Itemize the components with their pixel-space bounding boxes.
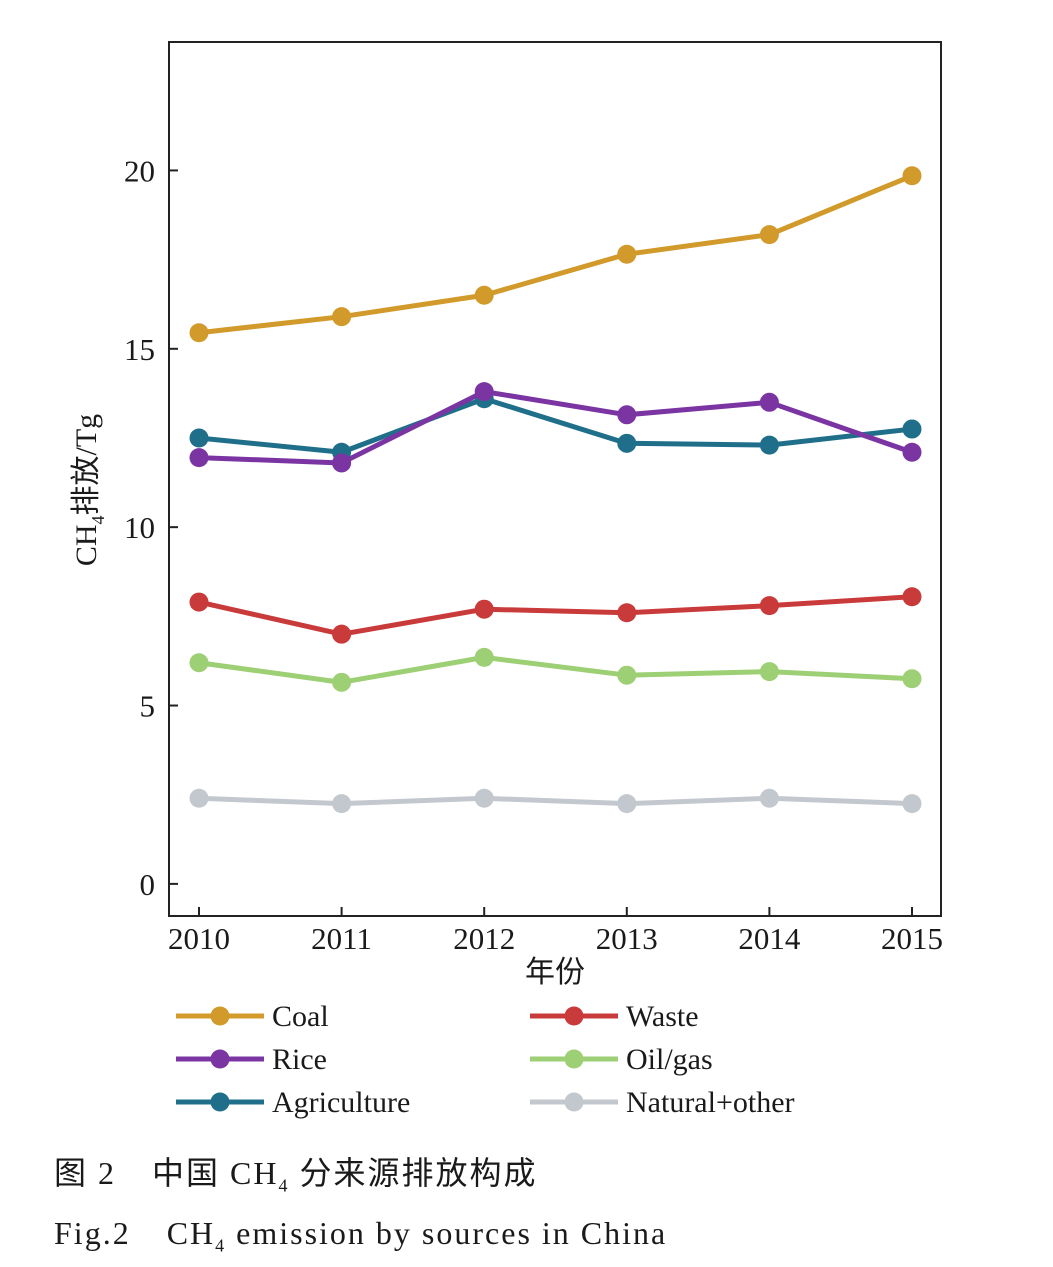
x-tick-label: 2011 [311, 921, 372, 956]
data-point-oil-gas [474, 647, 494, 667]
legend-item-oil-gas: Oil/gas [530, 1043, 713, 1076]
series-line-natural-other [198, 795, 913, 807]
legend-item-rice: Rice [176, 1043, 327, 1076]
data-point-rice [759, 392, 779, 412]
data-point-coal [617, 244, 637, 264]
y-tick-label: 5 [140, 689, 156, 724]
legend-swatch-marker [210, 1006, 230, 1026]
data-point-waste [189, 592, 209, 612]
y-axis-label: CH4排放/Tg [70, 414, 108, 566]
legend-item-waste: Waste [530, 1000, 699, 1033]
y-tick-label: 15 [124, 332, 155, 367]
data-point-waste [474, 599, 494, 619]
data-point-natural-other [474, 788, 494, 808]
series-waste [189, 587, 922, 644]
data-point-rice [617, 405, 637, 425]
y-axis: 0 5 10 15 20 [124, 153, 178, 902]
series-coal [189, 166, 922, 343]
x-tick-label: 2015 [881, 921, 943, 956]
series-agriculture [189, 389, 922, 462]
legend-label: Waste [626, 1000, 699, 1033]
data-point-coal [332, 307, 352, 327]
data-point-natural-other [189, 788, 209, 808]
line-chart: 0 5 10 15 20 2010 2011 2012 2013 2014 2015 CH4排放/… [70, 41, 943, 1119]
data-point-coal [759, 225, 779, 245]
legend-swatch-marker [210, 1092, 230, 1112]
y-tick-label: 20 [124, 153, 155, 188]
data-point-natural-other [902, 794, 922, 814]
legend-swatch-marker [564, 1092, 584, 1112]
data-point-rice [189, 448, 209, 468]
x-axis: 2010 2011 2012 2013 2014 2015 [168, 907, 943, 956]
legend-label: Rice [272, 1043, 327, 1076]
legend-label: Natural+other [626, 1086, 795, 1119]
figure-caption-en: Fig.2 CH4 emission by sources in China [54, 1215, 668, 1256]
x-axis-label: 年份 [525, 956, 585, 989]
data-point-natural-other [759, 788, 779, 808]
x-tick-label: 2014 [738, 921, 801, 956]
data-point-coal [474, 285, 494, 305]
data-point-waste [902, 587, 922, 607]
legend-swatch-marker [210, 1049, 230, 1069]
figure-caption-cn: 图 2 中国 CH4 分来源排放构成 [54, 1155, 538, 1196]
legend-swatch-marker [564, 1006, 584, 1026]
x-tick-label: 2012 [453, 921, 515, 956]
legend-item-natural-other: Natural+other [530, 1086, 795, 1119]
series-natural-other [189, 788, 922, 814]
series-line-rice [198, 389, 913, 466]
data-point-oil-gas [902, 669, 922, 689]
data-point-oil-gas [189, 653, 209, 673]
data-point-agriculture [617, 433, 637, 453]
series-line-coal [198, 173, 913, 336]
series-line-waste [198, 594, 913, 637]
data-point-agriculture [189, 428, 209, 448]
data-point-oil-gas [617, 665, 637, 685]
legend-swatch-marker [564, 1049, 584, 1069]
data-point-natural-other [332, 794, 352, 814]
data-point-oil-gas [332, 672, 352, 692]
x-tick-label: 2013 [596, 921, 658, 956]
legend-item-agriculture: Agriculture [176, 1086, 410, 1119]
data-point-waste [617, 603, 637, 623]
series-oil-gas [189, 647, 922, 692]
data-point-natural-other [617, 794, 637, 814]
data-point-agriculture [759, 435, 779, 455]
legend-label: Agriculture [272, 1086, 410, 1119]
data-point-rice [474, 382, 494, 402]
data-point-rice [332, 453, 352, 473]
legend-label: Oil/gas [626, 1043, 713, 1076]
legend-label: Coal [272, 1000, 329, 1033]
plot-frame [168, 41, 942, 917]
data-point-waste [759, 596, 779, 616]
data-point-oil-gas [759, 662, 779, 682]
data-point-agriculture [902, 419, 922, 439]
legend: Coal Waste Rice Oil/gas Agriculture Natural+o… [176, 1000, 795, 1119]
legend-item-coal: Coal [176, 1000, 329, 1033]
y-tick-label: 0 [140, 867, 156, 902]
x-tick-label: 2010 [168, 921, 230, 956]
series-line-agriculture [198, 396, 913, 455]
series-rice [189, 382, 922, 473]
data-point-waste [332, 624, 352, 644]
series-layer [189, 166, 922, 814]
y-tick-label: 10 [124, 510, 155, 545]
data-point-rice [902, 442, 922, 462]
series-line-oil-gas [198, 654, 913, 685]
data-point-coal [189, 323, 209, 343]
data-point-coal [902, 166, 922, 186]
